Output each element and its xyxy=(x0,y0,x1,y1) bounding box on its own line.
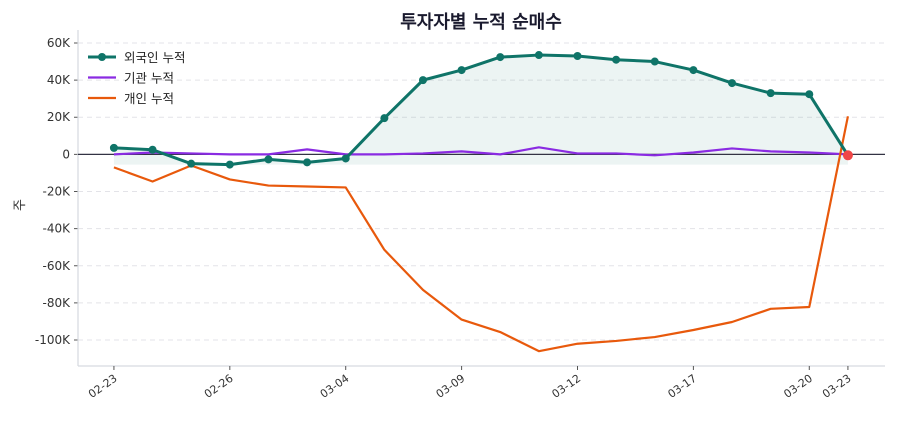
series-fill-area xyxy=(113,55,848,165)
legend-label: 기관 누적 xyxy=(124,71,174,86)
y-tick-label: 20K xyxy=(47,110,71,124)
y-tick-label: 40K xyxy=(47,73,71,87)
latest-point-highlight xyxy=(842,150,853,161)
x-tick-label: 03-20 xyxy=(781,372,815,401)
legend-label: 외국인 누적 xyxy=(124,50,185,65)
y-tick-label: -20K xyxy=(43,185,72,199)
data-point xyxy=(109,143,118,152)
y-axis-label: 주 xyxy=(13,199,28,211)
legend-label: 개인 누적 xyxy=(124,91,174,106)
data-point xyxy=(187,159,196,168)
data-point xyxy=(496,53,505,62)
data-point xyxy=(534,51,543,60)
data-point xyxy=(689,66,698,75)
x-tick-label: 03-17 xyxy=(665,372,699,401)
data-point xyxy=(303,158,312,167)
y-tick-label: 60K xyxy=(47,36,71,50)
y-tick-label: -40K xyxy=(43,222,72,236)
series-line-0 xyxy=(113,53,850,167)
data-point xyxy=(728,79,737,88)
x-tick-label: 03-12 xyxy=(550,372,584,401)
series-line-1 xyxy=(113,146,848,157)
data-point xyxy=(612,55,621,64)
data-point xyxy=(805,90,814,99)
data-point xyxy=(225,160,234,169)
data-point xyxy=(766,89,775,98)
data-point xyxy=(148,145,157,154)
y-tick-label: -80K xyxy=(43,296,72,310)
x-tick-label: 03-23 xyxy=(820,372,854,401)
x-tick-label: 02-26 xyxy=(202,372,236,401)
data-point xyxy=(380,114,389,123)
data-point xyxy=(573,51,582,60)
y-tick-label: -100K xyxy=(35,333,71,347)
chart-title: 투자자별 누적 순매수 xyxy=(400,12,562,33)
data-point xyxy=(341,154,350,163)
series-line-2 xyxy=(113,116,849,353)
y-tick-label: 0 xyxy=(62,147,70,161)
data-point xyxy=(418,76,427,85)
x-tick-label: 03-04 xyxy=(318,372,352,401)
y-tick-label: -60K xyxy=(43,259,72,273)
data-point xyxy=(457,66,466,75)
data-point xyxy=(264,155,273,164)
x-tick-label: 03-09 xyxy=(434,372,468,401)
x-tick-label: 02-23 xyxy=(86,372,120,401)
data-point xyxy=(650,57,659,66)
legend-marker xyxy=(98,53,106,61)
